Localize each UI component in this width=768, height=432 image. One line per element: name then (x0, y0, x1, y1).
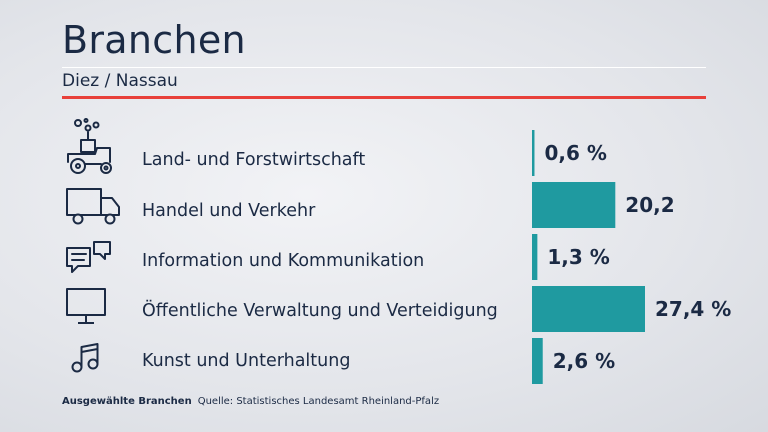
truck-icon (64, 186, 124, 232)
row-label-land-forstwirtschaft: Land- und Forstwirtschaft (142, 150, 366, 170)
page-subtitle: Diez / Nassau (62, 71, 178, 91)
title-divider (62, 67, 706, 68)
row-label-oeffentliche-verwaltung: Öffentliche Verwaltung und Verteidigung (142, 301, 498, 321)
value-label-4: 27,4 % (655, 297, 731, 321)
page-title: Branchen (62, 18, 246, 62)
monitor-icon (64, 286, 116, 332)
accent-rule (62, 96, 706, 99)
value-label-3: 1,3 % (547, 245, 609, 269)
chat-bubbles-icon (64, 238, 116, 282)
bar-1 (532, 130, 535, 176)
music-note-icon (64, 342, 104, 380)
tractor-icon (64, 118, 120, 182)
bar-5 (532, 338, 543, 384)
bar-4 (532, 286, 645, 332)
footer-label: Ausgewählte Branchen (62, 396, 192, 407)
footer: Ausgewählte Branchen Quelle: Statistische… (62, 396, 439, 407)
value-label-2: 20,2 (625, 193, 674, 217)
row-label-information-kommunikation: Information und Kommunikation (142, 251, 425, 271)
bar-3 (532, 234, 538, 280)
row-label-kunst-unterhaltung: Kunst und Unterhaltung (142, 351, 351, 371)
row-label-handel-verkehr: Handel und Verkehr (142, 201, 316, 221)
value-label-1: 0,6 % (544, 141, 606, 165)
value-label-5: 2,6 % (553, 349, 615, 373)
bar-2 (532, 182, 616, 228)
source-note: Quelle: Statistisches Landesamt Rheinlan… (197, 396, 440, 407)
